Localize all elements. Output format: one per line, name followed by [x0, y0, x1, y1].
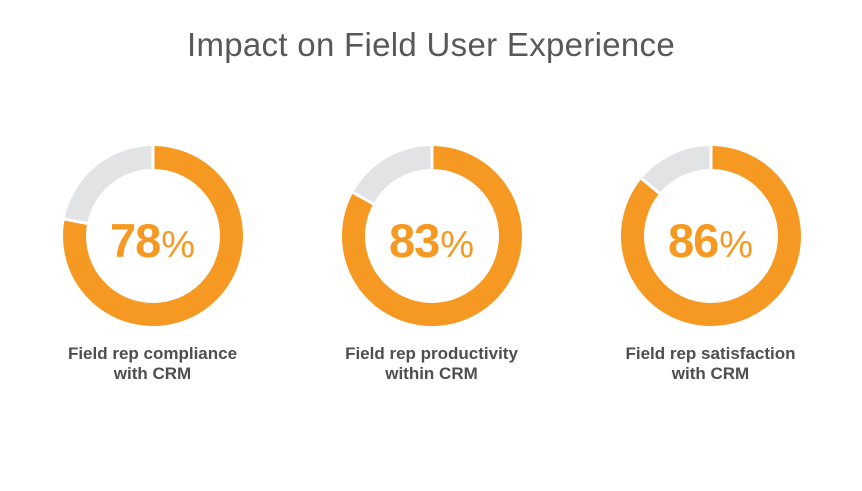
donut-label: Field rep productivity within CRM	[345, 344, 518, 384]
donut-ring-wrap: 83%	[332, 136, 532, 336]
donut-ring	[341, 142, 522, 326]
donut-label-line1: Field rep compliance	[67, 344, 238, 363]
donut-label-line2: with CRM	[671, 364, 750, 383]
donut-label: Field rep satisfaction with CRM	[625, 344, 795, 384]
donut-ring	[620, 142, 801, 326]
donut-ring-wrap: 86%	[611, 136, 811, 336]
charts-row: 78% Field rep compliance with CRM 83% Fi…	[33, 136, 830, 384]
donut-label-line2: within CRM	[385, 364, 478, 383]
donut-ring-wrap: 78%	[53, 136, 253, 336]
donut-label-line1: Field rep productivity	[345, 344, 518, 363]
donut-ring	[59, 142, 243, 326]
chart-title: Impact on Field User Experience	[186, 26, 675, 63]
donut-chart-productivity: 83% Field rep productivity within CRM	[312, 136, 551, 384]
donut-chart-compliance: 78% Field rep compliance with CRM	[33, 136, 272, 384]
donut-label-line1: Field rep satisfaction	[625, 344, 796, 363]
donut-label-line2: with CRM	[113, 364, 192, 383]
donut-label: Field rep compliance with CRM	[68, 344, 237, 384]
donut-chart-satisfaction: 86% Field rep satisfaction with CRM	[591, 136, 830, 384]
